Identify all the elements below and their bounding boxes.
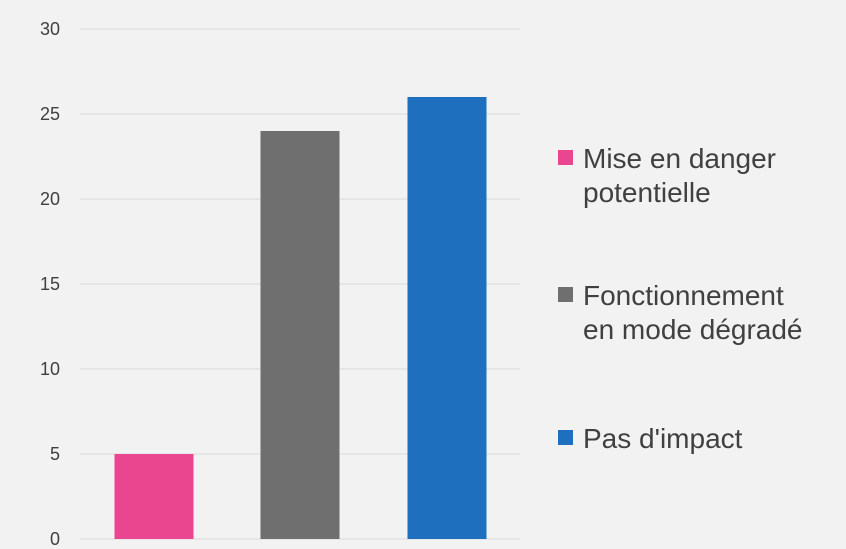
y-tick-label: 25	[40, 104, 60, 124]
y-tick-label: 0	[50, 529, 60, 549]
legend-swatch	[558, 430, 573, 445]
legend-label: Mise en danger	[583, 143, 776, 174]
legend-label: Pas d'impact	[583, 423, 743, 454]
y-tick-label: 10	[40, 359, 60, 379]
legend-swatch	[558, 150, 573, 165]
y-tick-label: 5	[50, 444, 60, 464]
bar	[407, 97, 487, 539]
y-tick-label: 20	[40, 189, 60, 209]
bar	[260, 131, 340, 539]
legend-label: en mode dégradé	[583, 314, 803, 345]
legend-swatch	[558, 287, 573, 302]
y-tick-label: 15	[40, 274, 60, 294]
bar	[114, 454, 194, 539]
legend-label: Fonctionnement	[583, 280, 784, 311]
legend-label: potentielle	[583, 177, 711, 208]
y-tick-label: 30	[40, 19, 60, 39]
